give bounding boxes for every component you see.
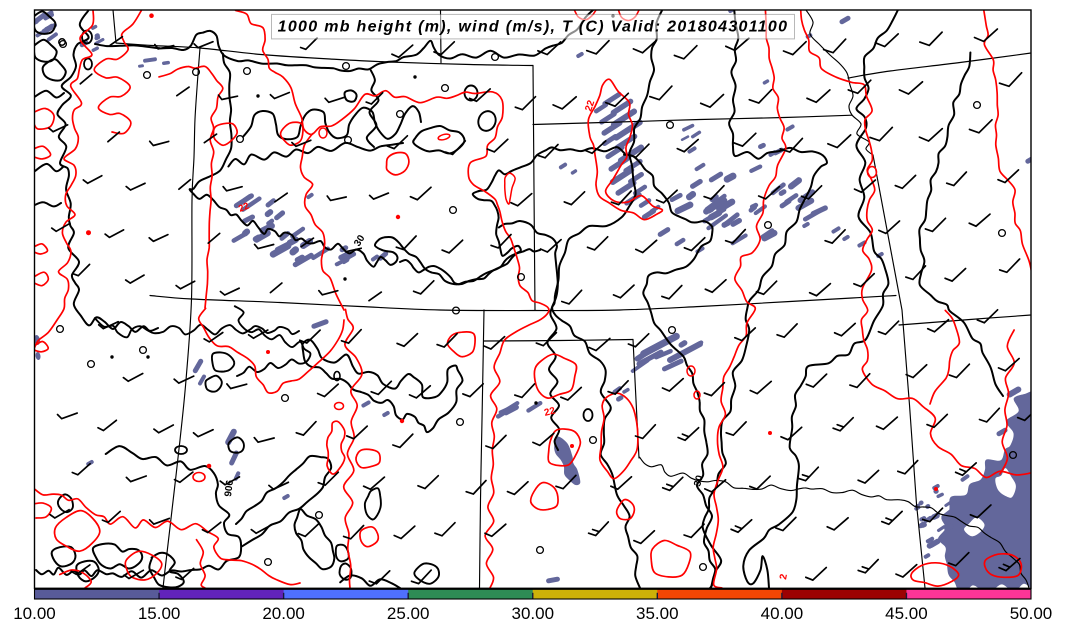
svg-text:25.00: 25.00 <box>387 604 430 623</box>
svg-text:2: 2 <box>778 573 790 581</box>
svg-text:22: 22 <box>583 99 597 113</box>
svg-text:1000 mb height (m), wind (m/s): 1000 mb height (m), wind (m/s), T (C) Va… <box>278 19 789 36</box>
svg-text:30: 30 <box>692 474 706 488</box>
svg-text:30.00: 30.00 <box>512 604 555 623</box>
svg-text:22: 22 <box>543 405 557 418</box>
svg-text:15.00: 15.00 <box>138 604 181 623</box>
svg-text:22: 22 <box>237 201 251 215</box>
svg-text:20.00: 20.00 <box>262 604 305 623</box>
svg-text:10.00: 10.00 <box>13 604 56 623</box>
svg-text:45.00: 45.00 <box>885 604 928 623</box>
svg-text:40.00: 40.00 <box>761 604 804 623</box>
svg-text:35.00: 35.00 <box>636 604 679 623</box>
svg-text:50.00: 50.00 <box>1010 604 1053 623</box>
